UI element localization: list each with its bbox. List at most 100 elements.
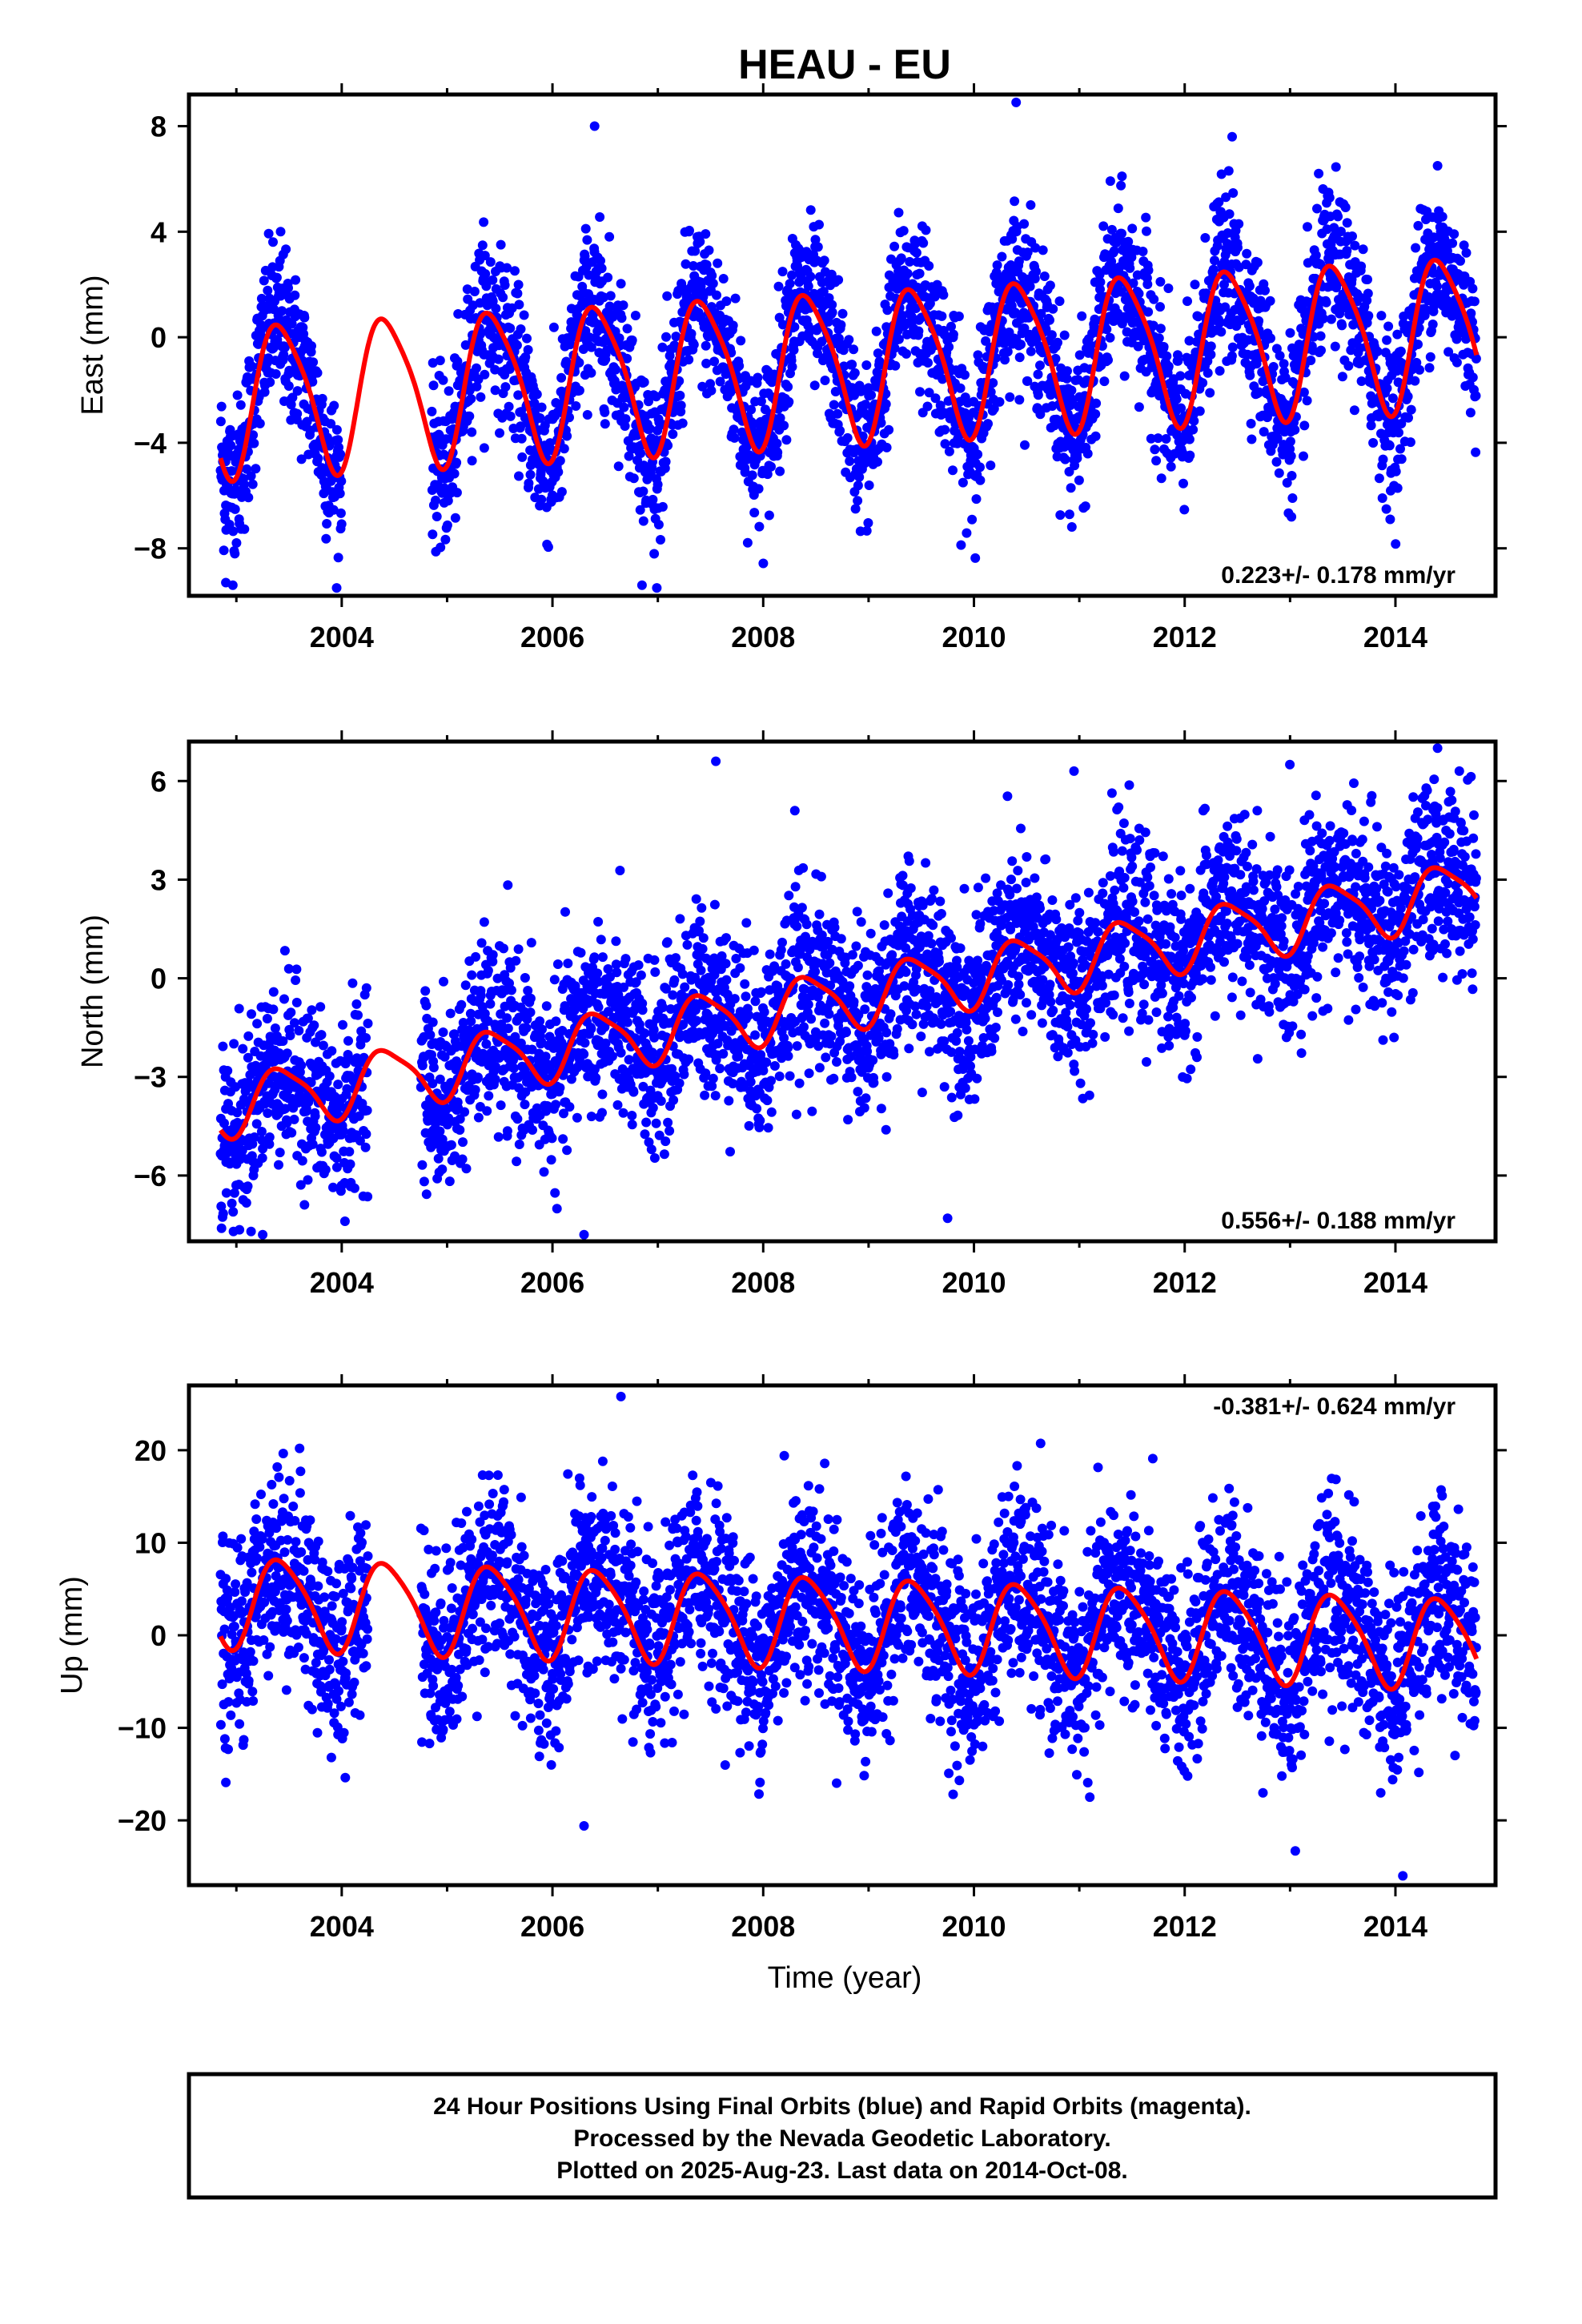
data-point — [1252, 257, 1263, 267]
data-point — [709, 899, 720, 910]
data-point — [436, 542, 446, 553]
data-point — [562, 431, 572, 441]
data-point — [820, 376, 830, 385]
y-tick-label: 8 — [151, 111, 167, 143]
data-point — [582, 235, 592, 245]
data-point — [701, 358, 712, 368]
data-point — [493, 1132, 504, 1142]
data-point — [1185, 450, 1195, 460]
data-point — [289, 1114, 299, 1124]
data-point — [1363, 275, 1372, 284]
data-point — [361, 983, 371, 993]
data-point — [628, 473, 639, 484]
data-point — [662, 291, 673, 301]
data-point — [911, 247, 921, 258]
data-point — [611, 936, 621, 947]
x-tick-label: 2006 — [520, 621, 584, 653]
data-point — [708, 1073, 718, 1084]
data-point — [710, 1091, 721, 1101]
data-point — [263, 1108, 273, 1118]
data-point — [363, 1192, 373, 1202]
data-point — [271, 369, 281, 379]
data-point — [837, 308, 848, 319]
data-point — [493, 354, 504, 364]
data-point — [1242, 248, 1252, 259]
data-point — [747, 470, 757, 480]
data-point — [547, 1133, 557, 1144]
data-point — [1184, 434, 1195, 444]
data-point — [1206, 349, 1216, 360]
data-point — [1333, 211, 1343, 222]
data-point — [475, 298, 485, 308]
data-point — [1342, 246, 1352, 256]
data-point — [1045, 280, 1055, 291]
y-tick-label: 0 — [151, 321, 167, 354]
data-point — [1109, 246, 1119, 256]
data-point — [679, 1069, 689, 1080]
data-point — [1447, 238, 1458, 248]
data-point — [844, 335, 854, 345]
data-point — [1299, 420, 1310, 431]
data-point — [549, 975, 560, 985]
data-point — [1163, 361, 1174, 372]
data-point — [1349, 405, 1359, 416]
data-point-outlier — [636, 580, 647, 590]
data-point — [1285, 436, 1295, 447]
data-point — [1119, 371, 1130, 381]
data-point — [291, 275, 301, 285]
data-point — [1224, 209, 1235, 219]
data-point — [975, 462, 985, 472]
data-point — [1005, 392, 1015, 402]
data-point — [555, 456, 565, 466]
data-point — [706, 385, 717, 396]
data-point — [685, 225, 694, 235]
data-point — [1099, 376, 1110, 387]
data-point — [833, 408, 843, 419]
data-point — [484, 1091, 494, 1101]
data-point — [616, 279, 626, 289]
data-point — [649, 955, 660, 965]
data-point — [1337, 372, 1347, 382]
data-point — [1163, 283, 1174, 293]
data-point — [283, 283, 293, 293]
data-point — [675, 914, 685, 924]
data-point — [299, 312, 310, 323]
data-point — [491, 304, 501, 314]
data-point — [428, 529, 438, 540]
data-point — [274, 1160, 283, 1170]
data-point — [1125, 263, 1135, 273]
data-point — [784, 396, 794, 407]
data-point — [627, 1120, 637, 1130]
data-point — [228, 1207, 239, 1217]
data-point — [1026, 200, 1036, 210]
data-point — [572, 1112, 582, 1123]
data-point — [503, 880, 513, 891]
data-point — [456, 999, 467, 1010]
data-point — [1046, 330, 1057, 340]
data-point — [1038, 245, 1048, 255]
data-point — [1286, 451, 1296, 461]
data-point — [1315, 331, 1326, 341]
data-point — [785, 279, 795, 289]
data-point — [234, 1003, 244, 1014]
data-point — [636, 970, 646, 980]
data-point — [338, 1126, 348, 1136]
data-point — [1072, 453, 1082, 464]
data-point — [1343, 360, 1354, 371]
data-point — [1405, 437, 1415, 448]
data-point — [535, 413, 545, 423]
data-point — [684, 1054, 694, 1064]
data-point — [630, 311, 640, 320]
data-point — [248, 430, 259, 440]
data-point — [532, 389, 542, 400]
data-point — [1150, 444, 1160, 455]
data-point — [1465, 408, 1476, 418]
data-point — [1245, 370, 1255, 380]
data-point-outlier — [1432, 161, 1443, 171]
data-point — [1080, 501, 1090, 512]
x-tick-label: 2010 — [942, 621, 1006, 653]
data-point — [835, 425, 845, 436]
data-point — [1014, 352, 1025, 363]
data-point — [1227, 342, 1238, 352]
data-point — [1396, 454, 1407, 464]
